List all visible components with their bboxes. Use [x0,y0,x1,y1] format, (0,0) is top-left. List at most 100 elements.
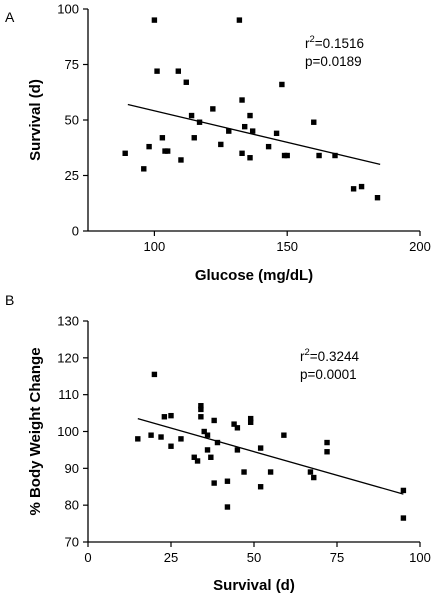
data-point [257,484,264,490]
data-point [194,458,201,464]
x-tick-label: 25 [164,550,178,565]
data-point [151,371,158,378]
data-point [247,155,253,161]
data-point [135,436,141,442]
data-point [316,152,322,159]
data-point [311,474,317,481]
data-point [211,417,217,424]
data-point [204,447,211,453]
y-tick-label: 110 [58,387,79,402]
y-axis-title: Survival (d) [27,79,44,161]
r-squared-annotation: r2=0.1516 [305,34,364,51]
data-point [247,419,254,425]
y-tick-label: 100 [57,2,79,17]
y-tick-label: 50 [65,113,79,128]
data-point [239,150,245,156]
x-tick-label: 100 [409,550,431,565]
data-point [311,119,317,125]
regression-line [127,103,381,166]
data-point [350,186,357,192]
data-point [374,195,381,201]
data-point [249,128,256,134]
data-point [191,135,197,141]
data-point [226,128,232,134]
data-point [146,143,152,150]
data-point [358,183,365,190]
data-point [154,68,160,74]
data-point [214,439,221,446]
x-axis-title: Glucose (mg/dL) [195,267,313,284]
data-point [284,152,290,159]
data-point [231,421,237,427]
data-point [210,106,216,112]
data-point [159,135,166,141]
data-point [191,454,197,460]
data-point [168,412,174,419]
data-point [148,432,154,438]
y-axis-title: % Body Weight Change [27,347,44,515]
x-axis-title: Survival (d) [213,577,295,594]
data-point [198,406,204,413]
data-point [242,123,248,130]
panel-b: B 70 80 90 100 110 120 130 0 25 50 75 100 Survival (d… [5,292,431,594]
panel-a: A 0 25 50 75 100 100 150 200 Glucose (mg/dL) Survi… [5,2,431,285]
data-point [196,119,203,125]
data-point [178,157,184,163]
y-tick-label: 75 [65,57,79,72]
p-value-annotation: p=0.0001 [300,367,357,382]
data-point [279,81,285,88]
data-point [307,469,314,475]
r-squared-annotation: r2=0.3244 [300,347,359,364]
data-point [151,17,158,23]
x-tick-label: 150 [276,239,298,254]
y-tick-label: 80 [65,498,79,513]
data-point [247,112,253,119]
data-point [257,445,264,451]
panel-label: A [5,9,15,25]
data-point [400,515,407,521]
x-tick-label: 50 [247,550,261,565]
data-point [188,112,195,119]
data-point [178,436,184,442]
data-point [241,469,247,475]
x-tick-label: 200 [409,239,431,254]
data-point [247,415,254,422]
y-tick-label: 90 [65,461,79,476]
data-point [168,443,174,449]
y-tick-label: 25 [65,168,79,183]
data-point [267,469,274,475]
data-point [281,432,287,438]
data-point [204,432,211,438]
data-point [218,141,224,148]
y-tick-label: 130 [57,314,79,329]
x-tick-label: 0 [84,550,91,565]
data-point [158,434,164,440]
p-value-annotation: p=0.0189 [305,54,362,69]
data-point [234,425,241,431]
data-point [122,150,128,156]
data-point [400,487,407,494]
x-tick-label: 100 [144,239,166,254]
data-point [234,447,241,453]
x-tick-label: 75 [330,550,344,565]
data-point [164,148,171,154]
data-point [161,414,168,420]
data-point [224,478,231,484]
data-point [141,166,147,172]
data-point [198,403,204,409]
data-point [198,414,204,420]
y-tick-label: 100 [57,424,79,439]
regression-line [137,417,404,495]
data-point [239,97,245,103]
panel-label: B [5,292,14,308]
data-point [211,480,217,486]
data-point [332,152,338,159]
data-point [224,504,231,510]
data-point [201,428,207,435]
data-point [175,68,182,74]
data-point [183,79,189,85]
data-point [265,143,272,150]
data-point [236,17,243,23]
y-tick-label: 120 [57,350,79,365]
